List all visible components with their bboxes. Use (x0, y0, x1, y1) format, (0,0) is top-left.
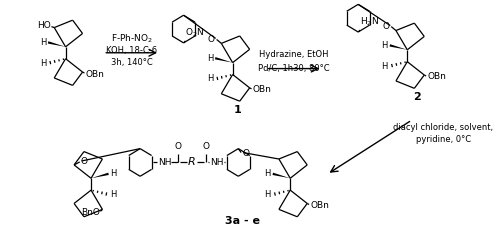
Text: H: H (207, 54, 214, 63)
Polygon shape (215, 57, 232, 63)
Text: O: O (202, 142, 209, 151)
Text: H: H (40, 59, 46, 68)
Text: H: H (40, 38, 46, 47)
Polygon shape (48, 41, 66, 47)
Text: H: H (382, 62, 388, 71)
Text: HO: HO (36, 21, 51, 30)
Text: H: H (382, 41, 388, 50)
Text: H: H (264, 190, 271, 199)
Text: O: O (174, 142, 182, 151)
Text: O: O (242, 149, 249, 158)
Text: 3a - e: 3a - e (224, 216, 260, 226)
Text: BnO: BnO (80, 208, 100, 217)
Text: 1: 1 (234, 105, 241, 115)
Text: F-Ph-NO$_2$: F-Ph-NO$_2$ (110, 33, 152, 45)
Text: H: H (207, 74, 214, 84)
Polygon shape (91, 173, 109, 178)
Text: O: O (208, 35, 214, 44)
Polygon shape (390, 44, 407, 50)
Text: 2: 2 (413, 92, 420, 102)
Text: NH: NH (158, 158, 172, 167)
Text: H$_2$N: H$_2$N (360, 16, 379, 28)
Text: O: O (382, 22, 390, 31)
Text: O$_2$N: O$_2$N (186, 26, 204, 39)
Text: Pd/C, 1h30, 80°C: Pd/C, 1h30, 80°C (258, 64, 330, 73)
Text: OBn: OBn (86, 69, 104, 79)
Text: diacyl chloride, solvent,: diacyl chloride, solvent, (393, 123, 493, 132)
Polygon shape (272, 173, 290, 178)
Text: Hydrazine, EtOH: Hydrazine, EtOH (260, 50, 329, 59)
Text: H: H (110, 169, 117, 178)
Text: NH: NH (210, 158, 224, 167)
Text: OBn: OBn (427, 73, 446, 81)
Text: O: O (80, 157, 87, 166)
Text: 3h, 140°C: 3h, 140°C (111, 58, 152, 67)
Text: OBn: OBn (310, 201, 329, 210)
Text: R: R (188, 157, 196, 168)
Text: H: H (110, 190, 117, 199)
Text: KOH, 18-C-6: KOH, 18-C-6 (106, 46, 157, 55)
Text: OBn: OBn (252, 85, 272, 94)
Text: H: H (264, 169, 271, 178)
Text: pyridine, 0°C: pyridine, 0°C (416, 135, 470, 144)
